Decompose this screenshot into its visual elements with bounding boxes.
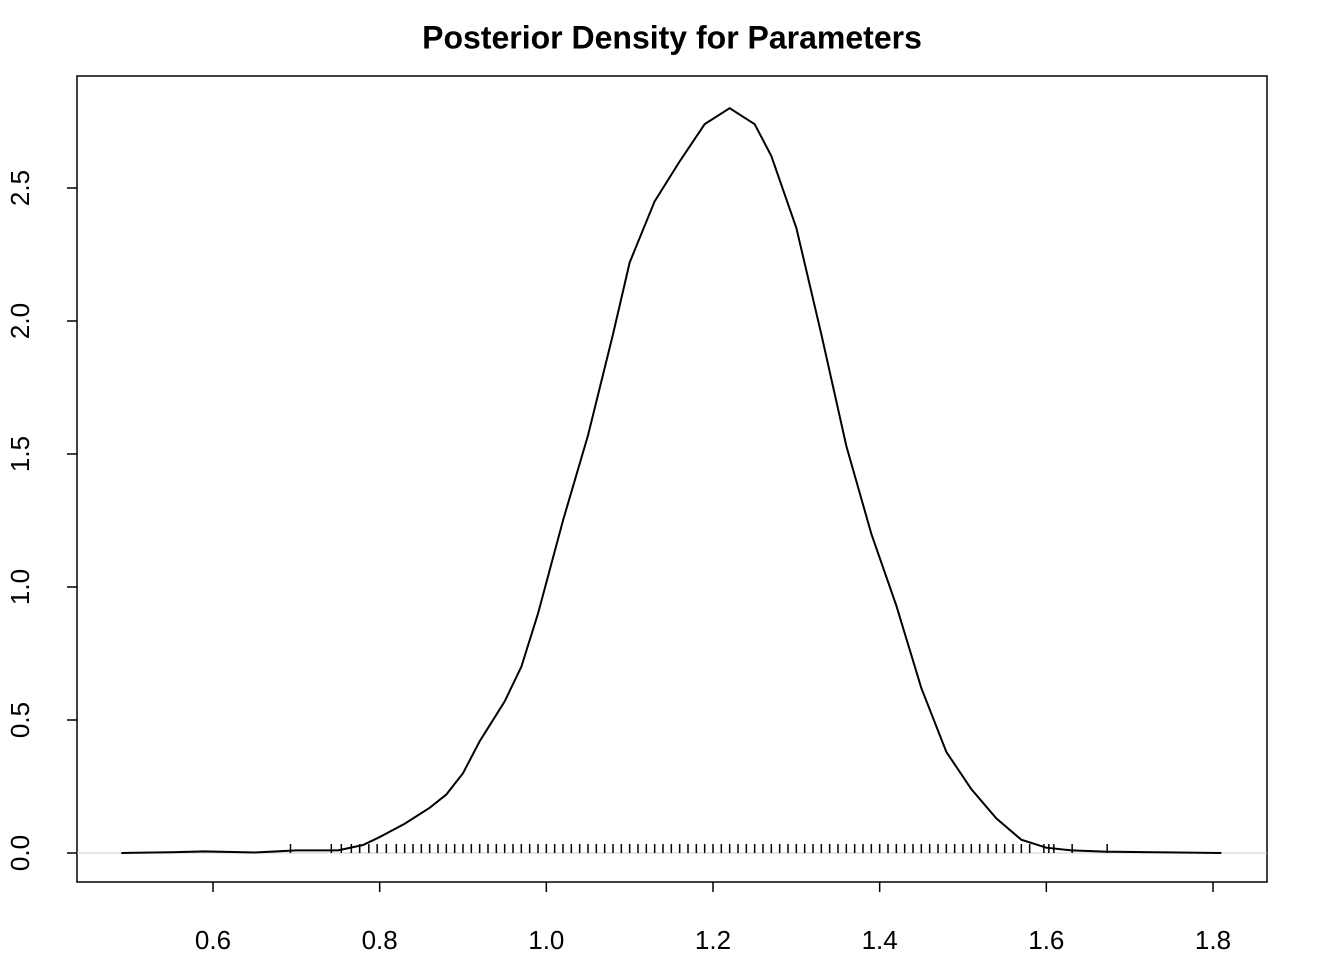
x-tick-label: 0.6 (195, 925, 231, 955)
x-tick-label: 1.0 (528, 925, 564, 955)
y-tick-label: 0.0 (5, 835, 35, 871)
y-tick-label: 1.0 (5, 569, 35, 605)
y-tick-label: 1.5 (5, 436, 35, 472)
plot-frame (76, 75, 1268, 883)
chart-title: Posterior Density for Parameters (422, 19, 922, 55)
x-tick-label: 1.2 (695, 925, 731, 955)
y-tick-label: 2.0 (5, 303, 35, 339)
y-tick-label: 2.5 (5, 170, 35, 206)
x-tick-label: 0.8 (362, 925, 398, 955)
y-tick-label: 0.5 (5, 702, 35, 738)
x-tick-label: 1.6 (1028, 925, 1064, 955)
x-tick-label: 1.8 (1195, 925, 1231, 955)
x-tick-label: 1.4 (862, 925, 898, 955)
density-line (121, 107, 1222, 855)
